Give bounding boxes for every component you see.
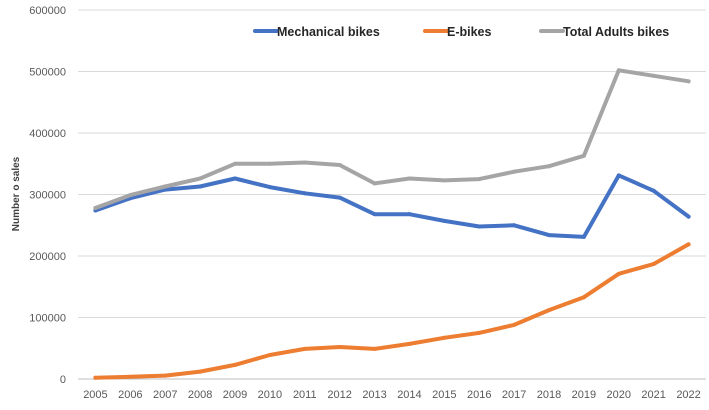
data-point-e-bikes [337,345,342,350]
data-point-mechanical-bikes [407,212,412,217]
x-tick-label: 2012 [327,389,351,401]
x-tick-label: 2019 [572,389,596,401]
y-tick-label: 400000 [29,128,66,140]
data-point-mechanical-bikes [547,233,551,238]
y-tick-label: 0 [60,374,66,386]
x-tick-label: 2006 [118,389,142,401]
data-point-mechanical-bikes [616,173,621,178]
data-point-total-adults-bikes [337,162,342,167]
data-point-e-bikes [372,346,377,351]
data-point-e-bikes [93,375,98,380]
legend-label-e-bikes: E-bikes [447,25,492,39]
data-point-e-bikes [686,242,691,247]
data-point-e-bikes [477,330,482,335]
data-point-e-bikes [128,374,133,379]
y-axis-tick-labels: 0 100000 200000 300000 400000 500000 600000 [29,5,66,386]
data-point-mechanical-bikes [372,212,377,217]
data-point-total-adults-bikes [581,153,586,158]
x-tick-label: 2008 [188,389,212,401]
data-point-total-adults-bikes [512,169,517,174]
x-tick-label: 2009 [223,389,247,401]
data-point-e-bikes [233,362,237,367]
data-point-total-adults-bikes [302,160,307,165]
data-point-e-bikes [547,308,551,313]
data-point-e-bikes [581,295,586,300]
data-point-total-adults-bikes [163,184,168,189]
data-point-total-adults-bikes [198,176,203,181]
x-tick-label: 2016 [467,389,491,401]
data-point-total-adults-bikes [267,161,272,166]
x-tick-label: 2022 [676,389,700,401]
data-point-mechanical-bikes [302,191,307,196]
data-point-mechanical-bikes [686,214,691,219]
series-line-total-adults-bikes [93,68,691,210]
x-tick-label: 2005 [83,389,107,401]
data-point-e-bikes [512,322,517,327]
x-tick-label: 2014 [397,389,421,401]
y-tick-label: 600000 [29,5,66,17]
data-point-e-bikes [302,346,307,351]
data-point-e-bikes [616,271,621,276]
x-tick-label: 2021 [641,389,665,401]
x-tick-label: 2007 [153,389,177,401]
data-point-total-adults-bikes [233,161,237,166]
series-lines [93,68,691,380]
data-point-e-bikes [198,369,203,374]
data-point-total-adults-bikes [686,79,691,84]
data-point-mechanical-bikes [477,224,482,229]
data-point-e-bikes [163,373,168,378]
series-line-mechanical-bikes [93,173,691,239]
data-point-total-adults-bikes [547,164,551,169]
data-point-mechanical-bikes [267,185,272,190]
series-line-e-bikes [93,242,691,380]
y-tick-label: 200000 [29,251,66,263]
y-tick-label: 500000 [29,67,66,79]
data-point-total-adults-bikes [93,206,98,211]
data-point-e-bikes [407,341,412,346]
data-point-total-adults-bikes [616,68,621,73]
x-tick-label: 2018 [537,389,561,401]
data-point-mechanical-bikes [233,176,237,181]
data-point-e-bikes [442,335,447,340]
data-point-total-adults-bikes [128,193,133,198]
data-point-mechanical-bikes [337,195,342,200]
x-tick-label: 2013 [362,389,386,401]
data-point-mechanical-bikes [581,234,586,239]
data-point-total-adults-bikes [477,177,482,182]
legend: Mechanical bikes E-bikes Total Adults bike… [253,25,669,39]
data-point-mechanical-bikes [512,223,517,228]
data-point-e-bikes [651,261,656,266]
data-point-total-adults-bikes [407,176,412,181]
data-point-total-adults-bikes [442,178,447,183]
data-point-mechanical-bikes [442,218,447,223]
data-point-e-bikes [267,353,272,358]
x-axis-tick-labels: 2005 2006 2007 2008 2009 2010 2011 2012 2013 2014… [83,389,701,401]
gridlines [78,9,706,380]
x-tick-label: 2020 [607,389,631,401]
x-tick-label: 2010 [258,389,282,401]
data-point-mechanical-bikes [198,184,203,189]
x-tick-label: 2017 [502,389,526,401]
data-point-total-adults-bikes [372,181,377,186]
data-point-total-adults-bikes [651,73,656,78]
y-tick-label: 300000 [29,190,66,202]
x-tick-label: 2011 [293,389,317,401]
data-point-mechanical-bikes [651,188,656,193]
y-axis-label: Number o sales [11,156,22,231]
x-tick-label: 2015 [432,389,456,401]
legend-label-mechanical-bikes: Mechanical bikes [277,25,380,39]
legend-label-total-adults-bikes: Total Adults bikes [563,25,669,39]
y-tick-label: 100000 [29,313,66,325]
